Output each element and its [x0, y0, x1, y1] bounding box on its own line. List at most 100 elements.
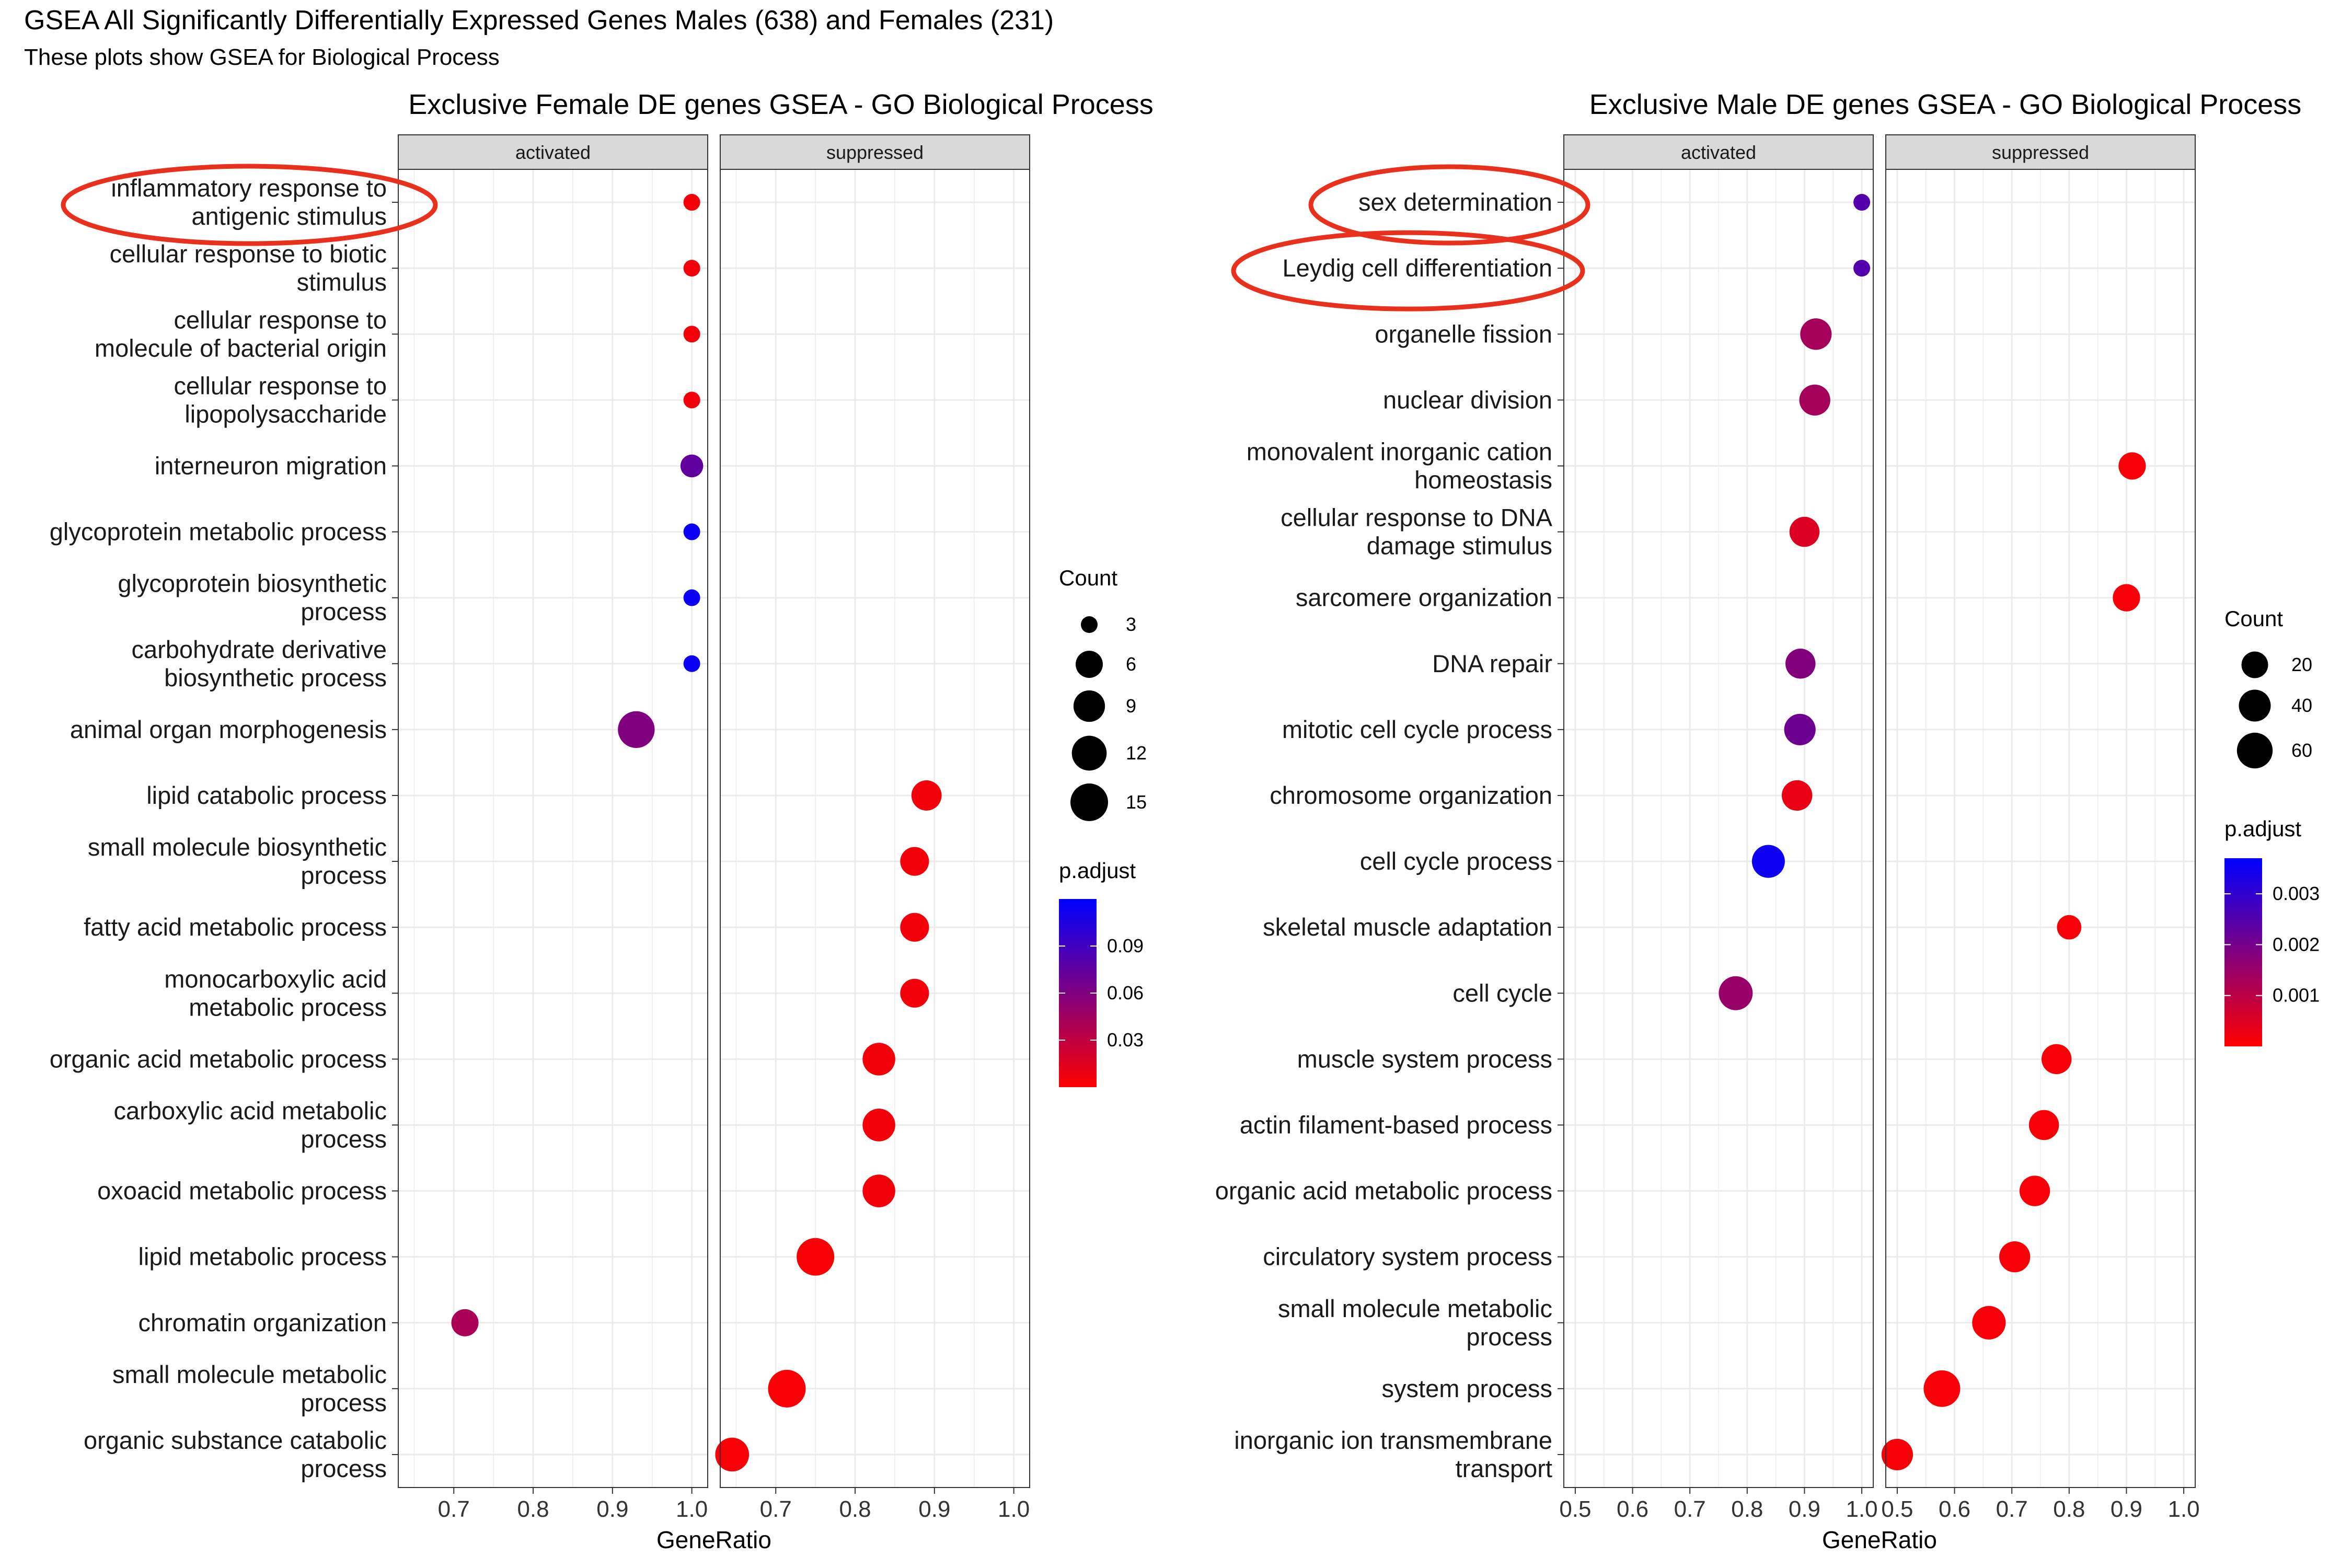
data-point [1881, 1438, 1913, 1471]
legend-count-label: 40 [2291, 695, 2312, 716]
legend-color-bar [2224, 858, 2262, 1046]
legend-count-marker [2236, 732, 2273, 769]
x-tick-label: 0.6 [1617, 1496, 1648, 1522]
facet-border [1885, 169, 2196, 1488]
y-category-label: cell cycle [1452, 979, 1552, 1007]
y-category-label: organic substance catabolic process [84, 1426, 387, 1482]
y-category-label: system process [1382, 1375, 1552, 1402]
data-point [1789, 516, 1820, 547]
data-point [2019, 1175, 2050, 1206]
y-category-label: cell cycle process [1360, 847, 1552, 875]
data-point [862, 1109, 895, 1142]
legend-count-label: 9 [1126, 695, 1136, 717]
facet-strip-suppressed [720, 134, 1030, 170]
y-category-label: cellular response to lipopolysaccharide [174, 372, 387, 428]
legend-count-marker [1070, 783, 1108, 821]
x-tick-label: 0.9 [1789, 1496, 1820, 1522]
y-category-label: mitotic cell cycle process [1282, 716, 1552, 743]
facet-strip-activated [398, 134, 708, 170]
data-point [1800, 318, 1832, 350]
data-point [2118, 452, 2146, 480]
data-point [683, 194, 700, 211]
y-category-label: lipid metabolic process [139, 1243, 387, 1271]
data-point [1999, 1241, 2031, 1273]
y-category-label: animal organ morphogenesis [70, 716, 387, 743]
y-category-label: skeletal muscle adaptation [1263, 913, 1552, 941]
legend-count-label: 20 [2291, 654, 2312, 675]
figure-title: GSEA All Significantly Differentially Ex… [24, 5, 1054, 36]
legend-color-label: 0.003 [2273, 883, 2320, 904]
y-category-label: muscle system process [1297, 1045, 1552, 1073]
x-tick-label: 1.0 [1846, 1496, 1877, 1522]
x-tick-label: 0.9 [596, 1496, 628, 1522]
data-point [683, 326, 700, 343]
y-category-label: small molecule metabolic process [1278, 1295, 1552, 1351]
y-category-label: carboxylic acid metabolic process [114, 1097, 387, 1152]
x-tick-label: 0.8 [1731, 1496, 1763, 1522]
x-tick-label: 1.0 [676, 1496, 708, 1522]
y-category-label: inflammatory response to antigenic stimul… [111, 174, 387, 230]
legend-count-label: 3 [1126, 614, 1136, 635]
facet-strip-suppressed [1885, 134, 2196, 170]
y-category-label: small molecule biosynthetic process [88, 833, 387, 889]
legend-count-marker [1076, 651, 1103, 678]
y-category-label: cellular response to molecule of bacteria… [95, 306, 387, 362]
y-category-label: sarcomere organization [1296, 584, 1552, 612]
y-category-label: glycoprotein metabolic process [50, 518, 387, 546]
data-point [768, 1369, 806, 1408]
facet-strip-activated [1563, 134, 1874, 170]
data-point [1799, 384, 1830, 416]
x-tick-label: 0.7 [1996, 1496, 2028, 1522]
data-point [2057, 915, 2082, 940]
data-point [900, 847, 929, 876]
y-category-label: small molecule metabolic process [112, 1361, 387, 1416]
data-point [2028, 1110, 2059, 1140]
legend-count-marker [1081, 616, 1098, 633]
data-point [1853, 260, 1871, 277]
x-tick-label: 0.5 [1559, 1496, 1591, 1522]
legend-count-label: 12 [1126, 742, 1147, 764]
x-tick-label: 0.9 [2111, 1496, 2142, 1522]
panel-title: Exclusive Female DE genes GSEA - GO Biol… [408, 89, 1154, 120]
legend-color-label: 0.001 [2273, 985, 2320, 1006]
y-category-label: carbohydrate derivative biosynthetic proc… [131, 636, 387, 691]
facet-border [720, 169, 1030, 1488]
data-point [680, 454, 704, 478]
data-point [683, 655, 700, 672]
data-point [1784, 713, 1816, 745]
x-tick-label: 1.0 [2167, 1496, 2199, 1522]
data-point [862, 1174, 895, 1207]
data-point [911, 780, 942, 811]
data-point [900, 978, 929, 1008]
legend-color-title: p.adjust [1059, 858, 1136, 883]
x-tick-label: 0.8 [839, 1496, 871, 1522]
figure-subtitle: These plots show GSEA for Biological Pro… [24, 44, 500, 70]
female-gsea-panel: Exclusive Female DE genes GSEA - GO Biol… [50, 89, 1154, 1553]
data-point [1972, 1306, 2006, 1340]
data-point [1751, 845, 1785, 878]
panel-title: Exclusive Male DE genes GSEA - GO Biolog… [1589, 89, 2302, 120]
legend-count-title: Count [1059, 566, 1117, 590]
legend-color-label: 0.06 [1107, 982, 1144, 1004]
legend-color-label: 0.002 [2273, 933, 2320, 955]
data-point [683, 589, 700, 606]
data-point [683, 260, 700, 277]
facet-label-suppressed: suppressed [826, 142, 924, 163]
legend-count-label: 6 [1126, 653, 1136, 675]
data-point [715, 1437, 750, 1472]
y-category-label: monovalent inorganic cation homeostasis [1247, 437, 1552, 493]
legend-color-label: 0.03 [1107, 1029, 1144, 1051]
y-category-label: inorganic ion transmembrane transport [1234, 1426, 1552, 1482]
facet-label-activated: activated [1681, 142, 1756, 163]
facet-plot-area [398, 169, 708, 1488]
x-tick-label: 0.8 [2053, 1496, 2085, 1522]
data-point [797, 1238, 835, 1276]
y-category-label: chromatin organization [139, 1309, 387, 1336]
legend-count-marker [1071, 735, 1107, 771]
y-category-label: organic acid metabolic process [1215, 1177, 1552, 1205]
y-category-label: cellular response to DNA damage stimulus [1281, 504, 1552, 560]
y-category-label: cellular response to biotic stimulus [110, 240, 387, 296]
x-tick-label: 0.7 [1674, 1496, 1706, 1522]
y-category-label: actin filament-based process [1240, 1111, 1552, 1138]
